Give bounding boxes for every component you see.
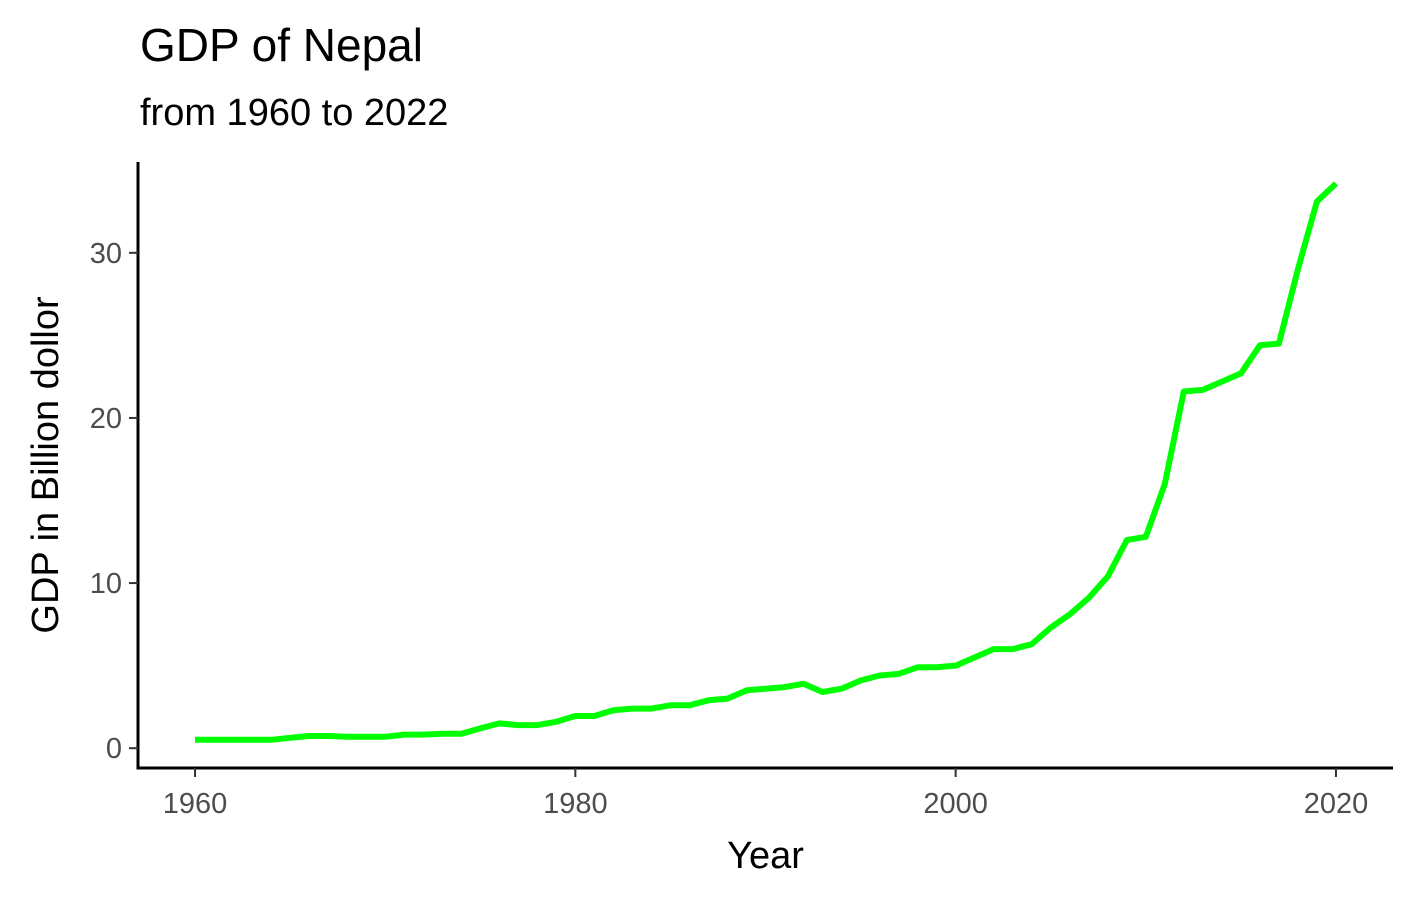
y-tick-label: 0 bbox=[106, 733, 122, 765]
y-tick-label: 10 bbox=[90, 568, 122, 600]
chart-subtitle: from 1960 to 2022 bbox=[140, 92, 449, 134]
axes bbox=[136, 162, 1393, 770]
series-layer bbox=[195, 181, 1339, 743]
x-tick-label: 1980 bbox=[543, 788, 608, 820]
y-axis-title: GDP in Billion dollor bbox=[25, 296, 67, 634]
ticks: 0 10 20 30 1960 1980 2000 2020 bbox=[90, 238, 1368, 820]
chart-title: GDP of Nepal bbox=[140, 19, 423, 71]
x-tick-label: 2000 bbox=[923, 788, 988, 820]
y-tick-label: 20 bbox=[90, 403, 122, 435]
series-line bbox=[195, 181, 1339, 743]
x-axis-title: Year bbox=[727, 835, 804, 877]
x-tick-label: 1960 bbox=[163, 788, 228, 820]
y-tick-label: 30 bbox=[90, 238, 122, 270]
x-tick-label: 2020 bbox=[1304, 788, 1369, 820]
